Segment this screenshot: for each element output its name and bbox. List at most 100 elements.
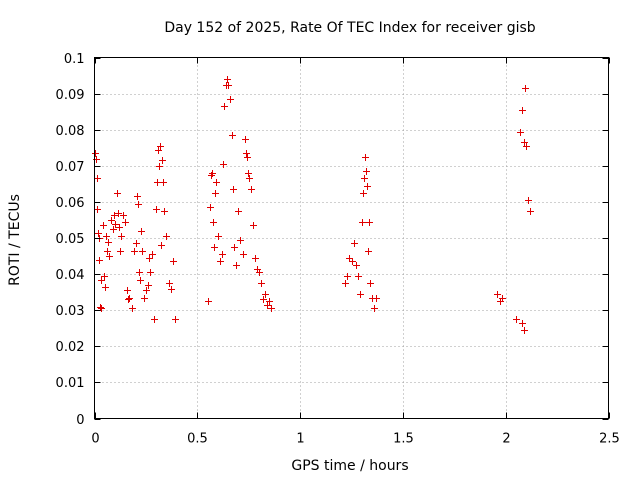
- data-point: [95, 230, 102, 237]
- y-tick-label: 0.09: [56, 88, 85, 103]
- x-tick-label: 2: [502, 432, 510, 447]
- data-point: [92, 150, 99, 157]
- y-tick-label: 0.05: [56, 232, 85, 247]
- data-point: [262, 291, 269, 298]
- x-tick-label: 1: [296, 432, 304, 447]
- data-point: [252, 255, 259, 262]
- data-point: [108, 217, 115, 224]
- data-point: [363, 168, 370, 175]
- data-point: [367, 280, 374, 287]
- data-point: [138, 228, 145, 235]
- grid-lines: [94, 57, 609, 419]
- data-point: [519, 107, 526, 114]
- data-point: [517, 129, 524, 136]
- y-tick-label: 0.01: [56, 376, 85, 391]
- data-point: [523, 143, 530, 150]
- data-point: [235, 208, 242, 215]
- data-point: [117, 248, 124, 255]
- data-point: [110, 226, 117, 233]
- data-point: [94, 206, 101, 213]
- data-point: [260, 296, 267, 303]
- y-tick-label: 0.1: [64, 52, 85, 67]
- data-point: [103, 233, 110, 240]
- data-point: [527, 208, 534, 215]
- data-point: [155, 147, 162, 154]
- data-points: [92, 76, 534, 334]
- data-point: [266, 298, 273, 305]
- data-point: [96, 257, 103, 264]
- data-point: [134, 193, 141, 200]
- data-point: [210, 219, 217, 226]
- data-point: [124, 287, 131, 294]
- data-point: [158, 242, 165, 249]
- data-point: [154, 179, 161, 186]
- data-point: [135, 201, 142, 208]
- data-point: [137, 277, 144, 284]
- data-point: [519, 320, 526, 327]
- data-point: [250, 222, 257, 229]
- data-point: [242, 136, 249, 143]
- data-point: [244, 154, 251, 161]
- data-point: [224, 76, 231, 83]
- data-point: [116, 224, 123, 231]
- data-point: [365, 248, 372, 255]
- data-point: [145, 282, 152, 289]
- data-point: [166, 280, 173, 287]
- data-point: [525, 197, 532, 204]
- data-point: [147, 269, 154, 276]
- data-point: [225, 82, 232, 89]
- data-point: [211, 244, 218, 251]
- data-point: [163, 233, 170, 240]
- data-point: [521, 139, 528, 146]
- data-point: [351, 240, 358, 247]
- data-point: [126, 295, 133, 302]
- data-point: [233, 262, 240, 269]
- data-point: [357, 291, 364, 298]
- data-point: [212, 190, 219, 197]
- data-point: [371, 305, 378, 312]
- data-point: [243, 150, 250, 157]
- data-point: [522, 85, 529, 92]
- data-point: [205, 298, 212, 305]
- data-point: [168, 286, 175, 293]
- data-point: [215, 233, 222, 240]
- data-point: [104, 248, 111, 255]
- data-point: [115, 210, 122, 217]
- x-tick-label: 0: [91, 432, 99, 447]
- data-point: [139, 248, 146, 255]
- data-point: [122, 219, 129, 226]
- data-point: [373, 295, 380, 302]
- y-tick-label: 0.03: [56, 304, 85, 319]
- data-point: [248, 186, 255, 193]
- data-point: [230, 186, 237, 193]
- x-axis-label: GPS time / hours: [291, 458, 408, 474]
- data-point: [364, 183, 371, 190]
- data-point: [229, 132, 236, 139]
- data-point: [98, 305, 105, 312]
- data-point: [101, 273, 108, 280]
- data-point: [131, 248, 138, 255]
- data-point: [114, 190, 121, 197]
- data-point: [105, 239, 112, 246]
- data-point: [245, 170, 252, 177]
- data-point: [149, 251, 156, 258]
- data-point: [143, 287, 150, 294]
- data-point: [146, 255, 153, 262]
- data-point: [264, 302, 271, 309]
- y-axis-label: ROTI / TECUs: [7, 194, 23, 286]
- axis-ticks: 0 0.01 0.02 0.03 0.04 0.05 0.06 0.07 0.08 0.09 0.1…: [56, 52, 620, 447]
- data-point: [256, 269, 263, 276]
- data-point: [227, 96, 234, 103]
- chart-title: Day 152 of 2025, Rate Of TEC Index for r…: [164, 20, 535, 36]
- data-point: [160, 179, 167, 186]
- data-point: [98, 277, 105, 284]
- data-point: [513, 316, 520, 323]
- y-tick-label: 0: [76, 413, 84, 428]
- data-point: [153, 206, 160, 213]
- x-tick-label: 1.5: [393, 432, 414, 447]
- data-point: [151, 316, 158, 323]
- y-tick-label: 0.08: [56, 124, 85, 139]
- data-point: [240, 251, 247, 258]
- data-point: [237, 237, 244, 244]
